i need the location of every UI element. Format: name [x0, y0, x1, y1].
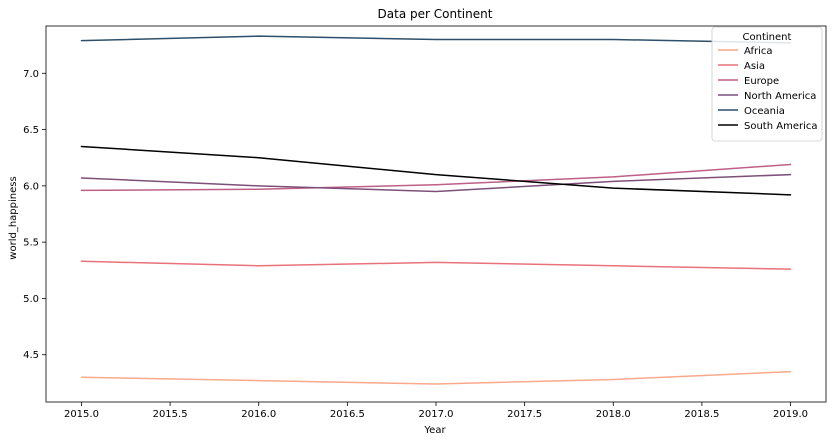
legend-entry-europe: Europe [744, 76, 779, 87]
series-line-oceania [80, 35, 792, 44]
legend-entry-oceania: Oceania [744, 106, 785, 117]
series-line-south-america [80, 145, 792, 196]
x-tick-label: 2017.5 [507, 409, 542, 420]
x-tick-label: 2017.0 [419, 409, 454, 420]
legend-entry-asia: Asia [744, 61, 765, 72]
series-line-north-america [80, 173, 792, 193]
x-tick-label: 2019.0 [773, 409, 808, 420]
series-line-africa [80, 370, 792, 385]
legend-entry-africa: Africa [744, 46, 773, 57]
x-tick-label: 2015.5 [153, 409, 188, 420]
y-tick-label: 5.5 [23, 238, 39, 249]
x-tick-label: 2018.0 [596, 409, 631, 420]
legend-title: Continent [743, 32, 792, 43]
y-tick-label: 6.5 [23, 125, 39, 136]
x-tick-label: 2018.5 [684, 409, 719, 420]
legend: Continent Africa Asia Europe North America Oc… [711, 26, 823, 142]
x-tick-label: 2016.5 [330, 409, 365, 420]
x-tick-label: 2016.0 [241, 409, 276, 420]
chart-title: Data per Continent [378, 7, 493, 21]
y-tick-label: 6.0 [23, 181, 39, 192]
x-axis-label: Year [423, 425, 446, 436]
x-tick-label: 2015.0 [64, 409, 99, 420]
plot-area: 2015.0 2015.5 2016.0 2016.5 2017.0 2017.5 2018… [23, 25, 827, 420]
y-axis-label: world_happiness [8, 176, 19, 259]
y-tick-label: 4.5 [23, 350, 39, 361]
y-tick-label: 7.0 [23, 69, 39, 80]
series-line-asia [80, 260, 792, 270]
legend-entry-north-america: North America [744, 91, 816, 102]
series-line-europe [80, 163, 792, 192]
legend-box [711, 26, 823, 142]
legend-entry-south-america: South America [744, 121, 818, 132]
y-tick-label: 5.0 [23, 294, 39, 305]
